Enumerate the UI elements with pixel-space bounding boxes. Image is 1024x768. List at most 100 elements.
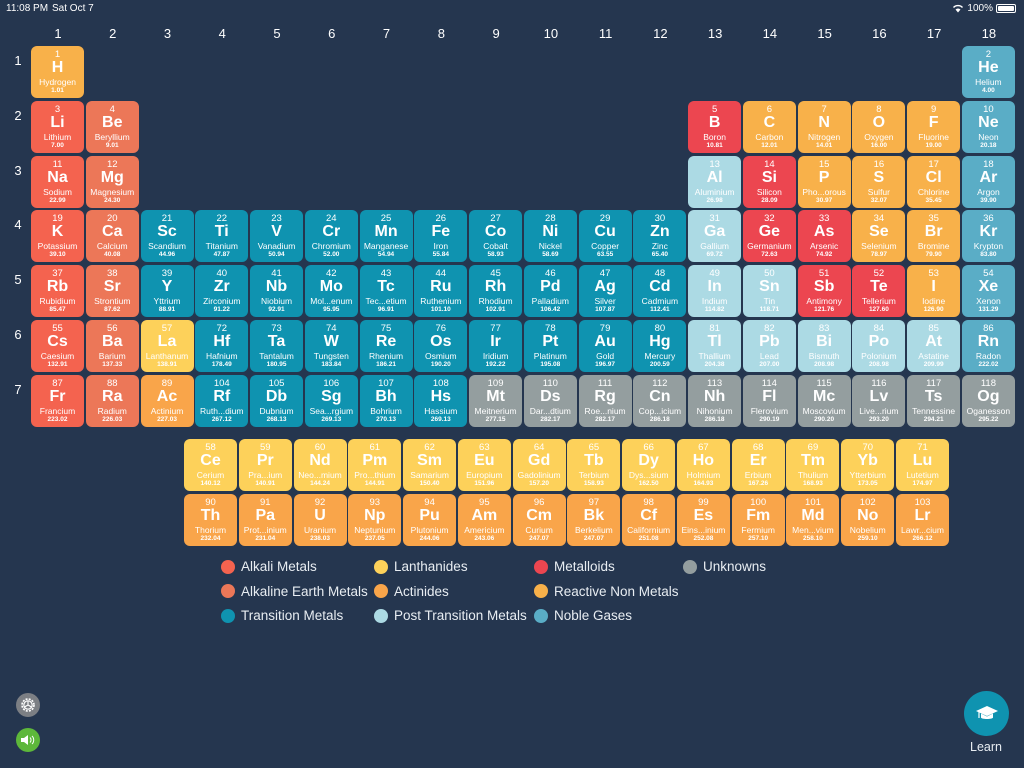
element-cell-Ir[interactable]: 77 Ir Iridium 192.22 [469,320,523,372]
element-cell-Ba[interactable]: 56 Ba Barium 137.33 [85,320,139,372]
element-cell-Ar[interactable]: 18 Ar Argon 39.90 [961,155,1015,208]
element-cell-Fl[interactable]: 114 Fl Flerovium 290.19 [742,374,796,427]
element-cell-Db[interactable]: 105 Db Dubnium 268.13 [250,374,304,427]
element-cell-Pu[interactable]: 94 Pu Plutonium 244.06 [403,494,457,546]
element-cell-Pt[interactable]: 78 Pt Platinum 195.08 [523,320,577,372]
element-cell-Yb[interactable]: 70 Yb Ytterbium 173.05 [841,439,895,491]
element-cell-Sg[interactable]: 106 Sg Sea...rgium 269.13 [304,374,358,427]
element-cell-Al[interactable]: 13 Al Aluminium 26.98 [688,155,742,208]
element-cell-Zr[interactable]: 40 Zr Zirconium 91.22 [195,265,249,318]
element-cell-Rf[interactable]: 104 Rf Ruth...dium 267.12 [195,374,249,427]
element-cell-Ta[interactable]: 73 Ta Tantalum 180.95 [250,320,304,372]
element-cell-Po[interactable]: 84 Po Polonium 208.98 [852,320,906,372]
element-cell-Lv[interactable]: 116 Lv Live...rium 293.20 [852,374,906,427]
element-cell-Fr[interactable]: 87 Fr Francium 223.02 [31,374,84,427]
element-cell-Cr[interactable]: 24 Cr Chromium 52.00 [304,210,358,263]
element-cell-Sc[interactable]: 21 Sc Scandium 44.96 [140,210,194,263]
element-cell-Pm[interactable]: 61 Pm Pro...thium 144.91 [348,439,402,491]
element-cell-Rh[interactable]: 45 Rh Rhodium 102.91 [469,265,523,318]
element-cell-Kr[interactable]: 36 Kr Krypton 83.80 [961,210,1015,263]
element-cell-Ra[interactable]: 88 Ra Radium 226.03 [85,374,139,427]
element-cell-Pr[interactable]: 59 Pr Pra...ium 140.91 [238,439,292,491]
element-cell-Ce[interactable]: 58 Ce Cerium 140.12 [184,439,237,491]
element-cell-Ne[interactable]: 10 Ne Neon 20.18 [961,100,1015,153]
element-cell-Sb[interactable]: 51 Sb Antimony 121.76 [797,265,851,318]
element-cell-Dy[interactable]: 66 Dy Dys...sium 162.50 [622,439,676,491]
element-cell-Pd[interactable]: 46 Pd Palladium 106.42 [523,265,577,318]
element-cell-At[interactable]: 85 At Astatine 209.99 [907,320,961,372]
element-cell-Ti[interactable]: 22 Ti Titanium 47.87 [195,210,249,263]
element-cell-Og[interactable]: 118 Og Oganesson 295.22 [961,374,1015,427]
element-cell-Au[interactable]: 79 Au Gold 196.97 [578,320,632,372]
element-cell-Tm[interactable]: 69 Tm Thulium 168.93 [786,439,840,491]
sound-button[interactable] [16,728,40,752]
element-cell-Se[interactable]: 34 Se Selenium 78.97 [852,210,906,263]
element-cell-Fm[interactable]: 100 Fm Fermium 257.10 [731,494,785,546]
element-cell-Ds[interactable]: 110 Ds Dar...dtium 282.17 [523,374,577,427]
element-cell-Ca[interactable]: 20 Ca Calcium 40.08 [85,210,139,263]
element-cell-Si[interactable]: 14 Si Silicon 28.09 [742,155,796,208]
element-cell-Te[interactable]: 52 Te Tellerium 127.60 [852,265,906,318]
element-cell-N[interactable]: 7 N Nitrogen 14.01 [797,100,851,153]
element-cell-P[interactable]: 15 P Pho...orous 30.97 [797,155,851,208]
element-cell-Cs[interactable]: 55 Cs Caesium 132.91 [31,320,84,372]
element-cell-Sn[interactable]: 50 Sn Tin 118.71 [742,265,796,318]
element-cell-Lu[interactable]: 71 Lu Lutetium 174.97 [896,439,949,491]
element-cell-Mg[interactable]: 12 Mg Magnesium 24.30 [85,155,139,208]
element-cell-Hg[interactable]: 80 Hg Mercury 200.59 [633,320,687,372]
element-cell-As[interactable]: 33 As Arsenic 74.92 [797,210,851,263]
element-cell-Er[interactable]: 68 Er Erbium 167.26 [731,439,785,491]
element-cell-Sr[interactable]: 38 Sr Strontium 87.62 [85,265,139,318]
element-cell-Ga[interactable]: 31 Ga Gallium 69.72 [688,210,742,263]
element-cell-H[interactable]: 1 H Hydrogen 1.01 [31,46,84,98]
element-cell-Md[interactable]: 101 Md Men...vium 258.10 [786,494,840,546]
element-cell-Re[interactable]: 75 Re Rhenium 186.21 [359,320,413,372]
element-cell-Th[interactable]: 90 Th Thorium 232.04 [184,494,237,546]
element-cell-Tc[interactable]: 43 Tc Tec...etium 96.91 [359,265,413,318]
element-cell-Cd[interactable]: 48 Cd Cadmium 112.41 [633,265,687,318]
element-cell-Ts[interactable]: 117 Ts Tennessine 294.21 [907,374,961,427]
element-cell-Ni[interactable]: 28 Ni Nickel 58.69 [523,210,577,263]
element-cell-Bk[interactable]: 97 Bk Berkelium 247.07 [567,494,621,546]
element-cell-F[interactable]: 9 F Fluorine 19.00 [907,100,961,153]
element-cell-Ge[interactable]: 32 Ge Germanium 72.63 [742,210,796,263]
element-cell-In[interactable]: 49 In Indium 114.82 [688,265,742,318]
element-cell-Cu[interactable]: 29 Cu Copper 63.55 [578,210,632,263]
element-cell-Cn[interactable]: 112 Cn Cop...icium 286.18 [633,374,687,427]
element-cell-Co[interactable]: 27 Co Cobalt 58.93 [469,210,523,263]
element-cell-Am[interactable]: 95 Am Americium 243.06 [457,494,511,546]
learn-button[interactable] [964,691,1009,736]
element-cell-S[interactable]: 16 S Sulfur 32.07 [852,155,906,208]
element-cell-Hf[interactable]: 72 Hf Hafnium 178.49 [195,320,249,372]
element-cell-Eu[interactable]: 63 Eu Europium 151.96 [457,439,511,491]
element-cell-Nb[interactable]: 41 Nb Niobium 92.91 [250,265,304,318]
element-cell-B[interactable]: 5 B Boron 10.81 [688,100,742,153]
settings-button[interactable] [16,693,40,717]
element-cell-C[interactable]: 6 C Carbon 12.01 [742,100,796,153]
element-cell-Na[interactable]: 11 Na Sodium 22.99 [31,155,84,208]
element-cell-He[interactable]: 2 He Helium 4.00 [961,46,1015,98]
element-cell-Mc[interactable]: 115 Mc Moscovium 290.20 [797,374,851,427]
element-cell-Rb[interactable]: 37 Rb Rubidium 85.47 [31,265,84,318]
element-cell-Pb[interactable]: 82 Pb Lead 207.00 [742,320,796,372]
element-cell-Li[interactable]: 3 Li Lithium 7.00 [31,100,84,153]
element-cell-Cf[interactable]: 98 Cf Californium 251.08 [622,494,676,546]
element-cell-K[interactable]: 19 K Potassium 39.10 [31,210,84,263]
element-cell-Ag[interactable]: 47 Ag Silver 107.87 [578,265,632,318]
element-cell-Gd[interactable]: 64 Gd Gadolinium 157.20 [512,439,566,491]
element-cell-Pa[interactable]: 91 Pa Prot...inium 231.04 [238,494,292,546]
element-cell-Rn[interactable]: 86 Rn Radon 222.02 [961,320,1015,372]
element-cell-Tl[interactable]: 81 Tl Thallium 204.38 [688,320,742,372]
element-cell-Tb[interactable]: 65 Tb Terbium 158.93 [567,439,621,491]
element-cell-Es[interactable]: 99 Es Eins...inium 252.08 [676,494,730,546]
element-cell-Be[interactable]: 4 Be Beryllium 9.01 [85,100,139,153]
element-cell-Br[interactable]: 35 Br Bromine 79.90 [907,210,961,263]
element-cell-Ac[interactable]: 89 Ac Actinium 227.03 [140,374,194,427]
element-cell-Xe[interactable]: 54 Xe Xenon 131.29 [961,265,1015,318]
element-cell-Fe[interactable]: 26 Fe Iron 55.84 [414,210,468,263]
element-cell-Cl[interactable]: 17 Cl Chlorine 35.45 [907,155,961,208]
element-cell-Zn[interactable]: 30 Zn Zinc 65.40 [633,210,687,263]
element-cell-La[interactable]: 57 La Lanthanum 138.91 [140,320,194,372]
element-cell-Mt[interactable]: 109 Mt Meitnerium 277.15 [469,374,523,427]
element-cell-Mn[interactable]: 25 Mn Manganese 54.94 [359,210,413,263]
